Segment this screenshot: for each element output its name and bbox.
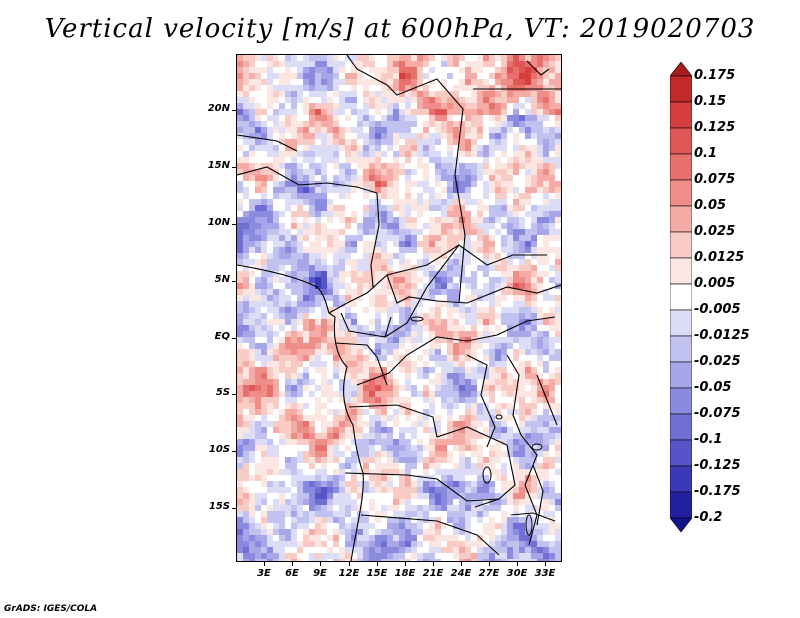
colorbar-bin xyxy=(670,153,692,181)
lat-tick xyxy=(232,167,236,168)
lat-tick xyxy=(232,224,236,225)
colorbar-label: -0.1 xyxy=(694,432,723,447)
colorbar-bin xyxy=(670,205,692,233)
colorbar-bin xyxy=(670,75,692,103)
lat-label: 10N xyxy=(207,217,230,228)
colorbar-label: -0.125 xyxy=(694,458,741,473)
lat-tick xyxy=(232,394,236,395)
lon-tick xyxy=(320,562,321,566)
lon-tick xyxy=(517,562,518,566)
colorbar-bin xyxy=(670,361,692,389)
lon-tick xyxy=(433,562,434,566)
colorbar-bin xyxy=(670,465,692,493)
colorbar-label: 0.05 xyxy=(694,198,727,213)
software-credit: GrADS: IGES/COLA xyxy=(4,604,98,614)
colorbar-bin xyxy=(670,179,692,207)
lon-tick xyxy=(489,562,490,566)
colorbar-bin xyxy=(670,101,692,129)
colorbar-bin xyxy=(670,257,692,285)
lon-tick xyxy=(264,562,265,566)
lat-tick xyxy=(232,281,236,282)
lon-tick xyxy=(292,562,293,566)
lat-label: 5N xyxy=(214,274,230,285)
colorbar-label: 0.175 xyxy=(694,68,736,83)
colorbar-bin xyxy=(670,387,692,415)
country-borders xyxy=(237,55,561,561)
lon-label: 24E xyxy=(450,568,472,579)
lon-label: 9E xyxy=(313,568,327,579)
velocity-field-map xyxy=(237,55,561,561)
lat-label: 20N xyxy=(207,103,230,114)
lon-tick xyxy=(349,562,350,566)
colorbar-label: 0.075 xyxy=(694,172,736,187)
colorbar-bin xyxy=(670,62,692,77)
lon-tick xyxy=(405,562,406,566)
lat-tick xyxy=(232,451,236,452)
lon-label: 12E xyxy=(338,568,360,579)
colorbar-label: -0.0125 xyxy=(694,328,750,343)
colorbar-bin xyxy=(670,231,692,259)
colorbar-bin xyxy=(670,439,692,467)
lon-label: 21E xyxy=(422,568,444,579)
colorbar-label: 0.1 xyxy=(694,146,718,161)
colorbar-label: 0.15 xyxy=(694,94,727,109)
lat-tick xyxy=(232,110,236,111)
lat-tick xyxy=(232,338,236,339)
lat-label: 10S xyxy=(208,444,230,455)
colorbar-label: -0.075 xyxy=(694,406,741,421)
lon-label: 18E xyxy=(394,568,416,579)
colorbar-label: 0.0125 xyxy=(694,250,745,265)
velocity-field xyxy=(237,55,561,561)
lon-tick xyxy=(461,562,462,566)
lat-label: EQ xyxy=(214,331,230,342)
colorbar-label: -0.025 xyxy=(694,354,741,369)
lat-label: 15N xyxy=(207,160,230,171)
colorbar-label: 0.005 xyxy=(694,276,736,291)
colorbar xyxy=(670,62,692,533)
colorbar-label: -0.05 xyxy=(694,380,732,395)
lon-tick xyxy=(545,562,546,566)
colorbar-label: -0.2 xyxy=(694,510,723,525)
colorbar-label: -0.005 xyxy=(694,302,741,317)
lat-tick xyxy=(232,508,236,509)
colorbar-label: -0.175 xyxy=(694,484,741,499)
colorbar-bin xyxy=(670,335,692,363)
lon-tick xyxy=(377,562,378,566)
lat-label: 5S xyxy=(215,387,230,398)
colorbar-bin xyxy=(670,413,692,441)
lon-label: 27E xyxy=(478,568,500,579)
lon-label: 3E xyxy=(257,568,271,579)
lon-label: 33E xyxy=(534,568,556,579)
lon-label: 15E xyxy=(366,568,388,579)
colorbar-bin xyxy=(670,517,692,533)
colorbar-bin xyxy=(670,127,692,155)
colorbar-bin xyxy=(670,309,692,337)
chart-title: Vertical velocity [m/s] at 600hPa, VT: 2… xyxy=(44,14,756,44)
lat-label: 15S xyxy=(208,501,230,512)
lon-label: 6E xyxy=(285,568,299,579)
lon-label: 30E xyxy=(506,568,528,579)
colorbar-label: 0.025 xyxy=(694,224,736,239)
colorbar-bin xyxy=(670,491,692,519)
colorbar-bin xyxy=(670,283,692,311)
colorbar-label: 0.125 xyxy=(694,120,736,135)
map-panel xyxy=(236,54,562,562)
